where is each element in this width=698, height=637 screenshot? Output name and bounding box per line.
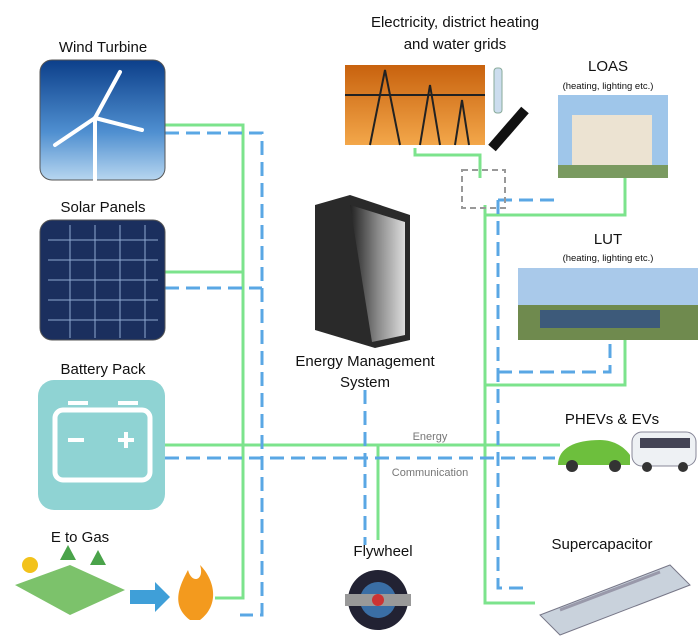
node-label: Wind Turbine [59, 39, 147, 56]
node-label: PHEVs & EVs [565, 411, 659, 428]
node-label: LOAS [588, 58, 628, 75]
node-label: Electricity, district heating [371, 14, 539, 31]
node-sublabel: (heating, lighting etc.) [563, 81, 654, 92]
node-label: LUT [594, 231, 622, 248]
thermometer [494, 68, 502, 113]
node-label: System [340, 374, 390, 391]
node-label: Battery Pack [60, 361, 146, 378]
link-label: Communication [392, 467, 468, 479]
cable [492, 110, 525, 148]
node-label: Flywheel [353, 543, 412, 560]
node-label: and water grids [404, 36, 507, 53]
vehicles-image [558, 432, 696, 472]
flywheel-image [345, 570, 411, 630]
supercapacitor-image [540, 565, 690, 635]
e-to-gas-image [0, 545, 213, 620]
link-label: Energy [413, 431, 448, 443]
server-image [315, 195, 410, 348]
node-label: Supercapacitor [552, 536, 653, 553]
grid-image [345, 65, 485, 145]
node-label: Energy Management [295, 353, 435, 370]
node-label: Solar Panels [60, 199, 145, 216]
node-sublabel: (heating, lighting etc.) [563, 253, 654, 264]
diagram: Wind Turbine Solar Panels Battery Pack E… [0, 0, 698, 637]
node-label: E to Gas [51, 529, 109, 546]
